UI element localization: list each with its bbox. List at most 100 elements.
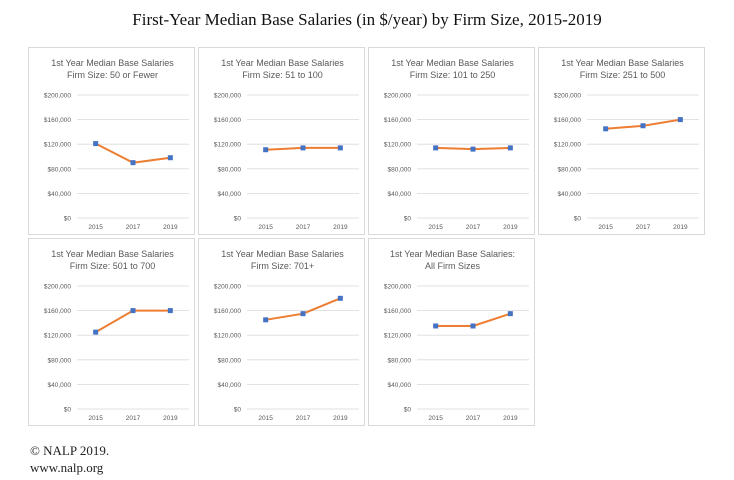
y-tick-label: $80,000 xyxy=(388,166,412,173)
chart-title-line: 1st Year Median Base Salaries xyxy=(391,58,514,68)
x-tick-label: 2017 xyxy=(466,415,481,422)
series-line xyxy=(265,297,341,321)
y-tick-label: $200,000 xyxy=(554,93,581,100)
y-tick-label: $0 xyxy=(64,407,72,414)
x-tick-label: 2019 xyxy=(333,415,348,422)
y-tick-label: $0 xyxy=(574,216,582,223)
y-tick-label: $200,000 xyxy=(44,284,71,291)
chart-title-line: Firm Size: 251 to 500 xyxy=(580,70,666,80)
x-tick-label: 2017 xyxy=(296,415,311,422)
y-tick-label: $200,000 xyxy=(384,284,411,291)
y-tick-label: $120,000 xyxy=(384,142,411,149)
x-tick-label: 2015 xyxy=(258,224,273,231)
chart-title-line: Firm Size: 51 to 100 xyxy=(242,70,323,80)
data-point xyxy=(167,308,173,314)
chart-title-line: All Firm Sizes xyxy=(425,261,481,271)
y-tick-label: $120,000 xyxy=(44,142,71,149)
data-point xyxy=(167,155,173,161)
y-tick-label: $80,000 xyxy=(558,166,582,173)
main-title: First-Year Median Base Salaries (in $/ye… xyxy=(132,10,602,29)
footer-copyright: © NALP 2019. xyxy=(30,443,110,458)
line-chart: 1st Year Median Base Salaries Firm Size: … xyxy=(554,58,699,231)
x-tick-label: 2019 xyxy=(163,224,178,231)
x-tick-label: 2017 xyxy=(466,224,481,231)
data-point xyxy=(300,311,306,317)
x-tick-label: 2017 xyxy=(296,224,311,231)
y-tick-label: $200,000 xyxy=(384,93,411,100)
y-tick-label: $40,000 xyxy=(388,382,412,389)
x-tick-label: 2015 xyxy=(88,224,103,231)
y-tick-label: $40,000 xyxy=(388,191,412,198)
x-tick-label: 2019 xyxy=(503,415,518,422)
chart-panel-501-to-700: 1st Year Median Base Salaries Firm Size: … xyxy=(28,238,195,426)
y-tick-label: $160,000 xyxy=(214,308,241,315)
y-tick-label: $160,000 xyxy=(214,117,241,124)
x-tick-label: 2019 xyxy=(503,224,518,231)
x-tick-label: 2019 xyxy=(333,224,348,231)
data-point xyxy=(93,141,99,147)
data-point xyxy=(130,308,136,314)
y-tick-label: $120,000 xyxy=(384,333,411,340)
data-point xyxy=(507,145,513,151)
line-chart: 1st Year Median Base Salaries Firm Size: … xyxy=(384,58,529,231)
data-point xyxy=(433,145,439,151)
x-tick-label: 2015 xyxy=(258,415,273,422)
y-tick-label: $120,000 xyxy=(214,142,241,149)
y-tick-label: $200,000 xyxy=(44,93,71,100)
series-line xyxy=(95,142,171,164)
line-chart: 1st Year Median Base Salaries Firm Size: … xyxy=(44,58,189,231)
y-tick-label: $120,000 xyxy=(44,333,71,340)
x-tick-label: 2017 xyxy=(126,415,141,422)
chart-title-line: 1st Year Median Base Salaries xyxy=(221,249,344,259)
footer-website: www.nalp.org xyxy=(30,460,104,475)
y-tick-label: $0 xyxy=(234,407,242,414)
chart-title-line: 1st Year Median Base Salaries: xyxy=(390,249,515,259)
series-line xyxy=(95,309,171,333)
y-tick-label: $160,000 xyxy=(44,117,71,124)
data-point xyxy=(93,329,99,335)
y-tick-label: $0 xyxy=(64,216,72,223)
y-tick-label: $40,000 xyxy=(558,191,582,198)
y-tick-label: $80,000 xyxy=(218,357,242,364)
y-tick-label: $40,000 xyxy=(218,382,242,389)
y-tick-label: $80,000 xyxy=(48,357,72,364)
chart-title-line: 1st Year Median Base Salaries xyxy=(221,58,344,68)
line-chart: 1st Year Median Base Salaries: All Firm S… xyxy=(384,249,529,422)
data-point xyxy=(470,146,476,152)
data-point xyxy=(130,160,136,166)
chart-panel-101-to-250: 1st Year Median Base Salaries Firm Size: … xyxy=(368,47,535,235)
chart-panel-all-firm-sizes: 1st Year Median Base Salaries: All Firm S… xyxy=(368,238,535,426)
data-point xyxy=(337,295,343,301)
chart-title-line: Firm Size: 501 to 700 xyxy=(70,261,156,271)
y-tick-label: $120,000 xyxy=(214,333,241,340)
chart-panel-251-to-500: 1st Year Median Base Salaries Firm Size: … xyxy=(538,47,705,235)
y-tick-label: $40,000 xyxy=(48,191,72,198)
x-tick-label: 2015 xyxy=(598,224,613,231)
x-tick-label: 2017 xyxy=(636,224,651,231)
y-tick-label: $40,000 xyxy=(218,191,242,198)
y-tick-label: $0 xyxy=(404,407,412,414)
chart-panel-701-plus: 1st Year Median Base Salaries Firm Size: … xyxy=(198,238,365,426)
line-chart: 1st Year Median Base Salaries Firm Size: … xyxy=(214,58,359,231)
y-tick-label: $0 xyxy=(404,216,412,223)
y-tick-label: $80,000 xyxy=(218,166,242,173)
chart-title-line: Firm Size: 701+ xyxy=(251,261,314,271)
chart-title-line: 1st Year Median Base Salaries xyxy=(51,249,174,259)
chart-panel-51-to-100: 1st Year Median Base Salaries Firm Size: … xyxy=(198,47,365,235)
x-tick-label: 2015 xyxy=(88,415,103,422)
y-tick-label: $160,000 xyxy=(44,308,71,315)
x-tick-label: 2015 xyxy=(428,224,443,231)
chart-title-line: Firm Size: 101 to 250 xyxy=(410,70,496,80)
x-tick-label: 2017 xyxy=(126,224,141,231)
y-tick-label: $160,000 xyxy=(384,308,411,315)
y-tick-label: $200,000 xyxy=(214,93,241,100)
line-chart: 1st Year Median Base Salaries Firm Size: … xyxy=(44,249,189,422)
x-tick-label: 2019 xyxy=(163,415,178,422)
data-point xyxy=(433,323,439,329)
chart-panel-50-or-fewer: 1st Year Median Base Salaries Firm Size: … xyxy=(28,47,195,235)
y-tick-label: $80,000 xyxy=(388,357,412,364)
data-point xyxy=(470,323,476,329)
y-tick-label: $80,000 xyxy=(48,166,72,173)
data-point xyxy=(640,123,646,129)
chart-title-line: Firm Size: 50 or Fewer xyxy=(67,70,158,80)
